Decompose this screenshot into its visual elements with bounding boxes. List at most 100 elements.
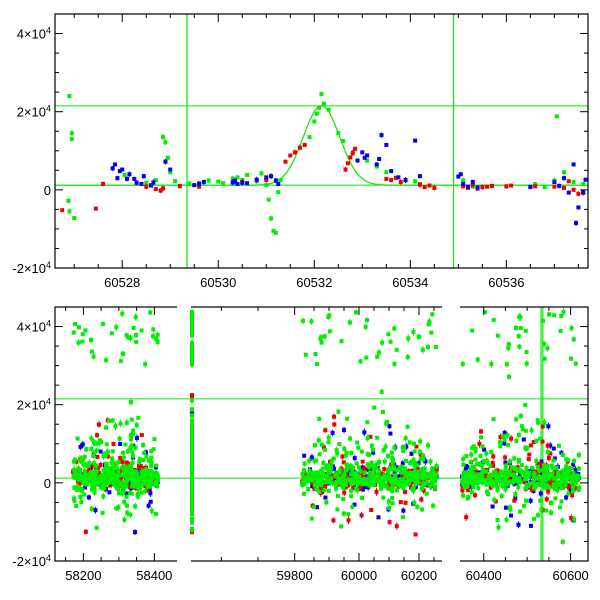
data-point [326,470,331,475]
data-point [67,94,72,99]
data-point [404,481,409,486]
data-point [529,487,534,492]
data-point [419,467,424,472]
data-point [419,497,424,502]
data-point [155,339,160,344]
data-point [382,467,387,472]
data-point [313,470,318,475]
data-point [297,145,302,150]
data-point [412,463,417,468]
data-point [485,184,490,189]
data-point [155,474,160,479]
data-point [83,485,88,490]
data-point [414,444,419,449]
data-point [388,465,393,470]
data-point [362,485,367,490]
data-point [401,508,406,513]
data-point [347,320,352,325]
data-point [363,474,368,479]
data-point [264,175,269,180]
data-point [149,463,154,468]
data-point [118,456,123,461]
data-point [394,524,399,529]
data-point [99,482,104,487]
data-point [456,174,461,179]
data-point [482,447,487,452]
data-point [303,475,308,480]
data-point [331,456,336,461]
data-point [418,452,423,457]
data-point [376,515,381,520]
data-point [91,354,96,359]
data-point [73,321,78,326]
data-point [135,475,140,480]
data-point [144,180,149,185]
data-point [325,478,330,483]
data-point [139,181,144,186]
data-point [118,477,123,482]
data-point [312,483,317,488]
data-point [152,437,157,442]
data-point [131,431,136,436]
data-point [125,503,130,508]
data-point [581,190,586,195]
data-point [118,421,123,426]
data-point [365,462,370,467]
data-point [121,351,126,356]
data-point [125,478,130,483]
data-point [117,436,122,441]
data-point [133,504,138,509]
data-point [569,516,574,521]
data-point [334,480,339,485]
data-point [151,327,156,332]
data-point [76,325,81,330]
data-point [230,176,235,181]
data-point [330,473,335,478]
data-point [571,162,576,167]
data-point [149,183,154,188]
data-point [190,476,194,481]
data-point [108,474,113,479]
data-point [85,474,90,479]
data-point [528,498,533,503]
data-point [336,131,341,136]
data-point [377,480,382,485]
data-point [315,477,320,482]
data-point [173,179,178,184]
data-point [326,107,331,112]
y-tick-exponent: 4 [46,104,51,114]
data-point [384,142,389,147]
data-point [303,478,308,483]
data-point [527,452,532,457]
data-point [190,501,194,506]
data-point [153,187,158,192]
data-point [401,470,406,475]
data-point [403,500,408,505]
data-point [338,478,343,483]
data-point [337,469,342,474]
data-point [148,475,153,480]
data-point [312,443,317,448]
data-point [79,500,84,505]
data-point [121,455,126,460]
data-point [332,414,337,419]
data-point [82,461,87,466]
data-point [353,471,358,476]
data-point [413,532,418,537]
data-point [293,150,298,155]
x-tick-label: 60532 [296,275,332,290]
data-point [128,469,133,474]
data-point [417,174,422,179]
data-point [503,505,508,510]
data-point [349,488,354,493]
data-point [74,503,79,508]
data-point [120,450,125,455]
data-point [535,461,540,466]
data-point [110,449,115,454]
data-point [133,530,138,535]
data-point [378,475,383,480]
data-point [386,332,391,337]
data-point [322,485,327,490]
data-point [82,492,87,497]
data-point [389,178,394,183]
